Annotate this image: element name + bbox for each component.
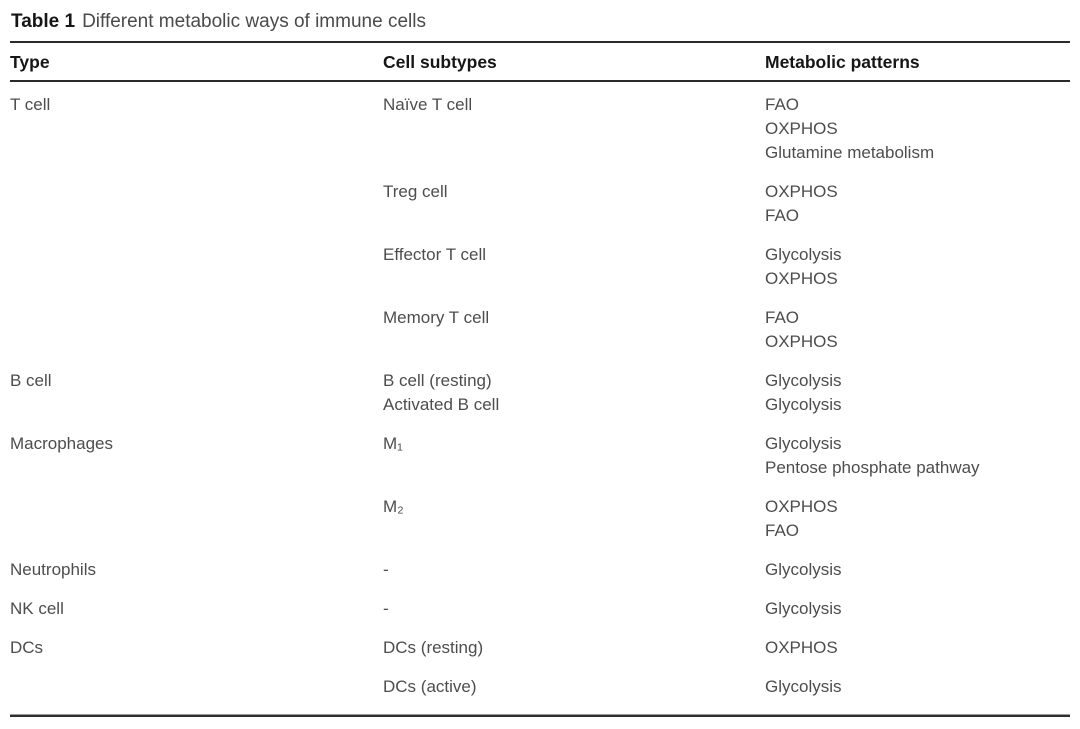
metabolic-pattern-value: FAO [765, 308, 800, 327]
metabolic-patterns-cell: Glycolysis Glycolysis [765, 369, 1070, 417]
type-cell [10, 495, 383, 543]
type-value: Macrophages [10, 434, 114, 453]
column-header-cell-subtypes: Cell subtypes [383, 52, 497, 72]
subtype-value: DCs (resting) [383, 638, 484, 657]
type-value: Neutrophils [10, 560, 96, 579]
table-row: DCs (active) Glycolysis [10, 675, 1070, 699]
metabolic-patterns-cell: FAO OXPHOS [765, 306, 1070, 354]
subtype-cell: M₁ [383, 432, 765, 480]
table-caption-text: Different metabolic ways of immune cells [82, 11, 426, 32]
subtype-cell: DCs (active) [383, 675, 765, 699]
column-header-type: Type [10, 52, 50, 72]
table-caption: Table 1 Different metabolic ways of immun… [10, 10, 1070, 34]
metabolic-pattern-value: Pentose phosphate pathway [765, 458, 980, 477]
table-row: Macrophages M₁ Glycolysis Pentose phosphate… [10, 432, 1070, 480]
metabolic-pattern-value: OXPHOS [765, 497, 838, 516]
type-cell: B cell [10, 369, 383, 417]
metabolic-pattern-value: Glycolysis [765, 677, 842, 696]
metabolic-pattern-value: Glycolysis [765, 560, 842, 579]
type-cell [10, 243, 383, 291]
metabolic-pattern-value: Glycolysis [765, 434, 842, 453]
metabolic-pattern-value: OXPHOS [765, 269, 838, 288]
table-caption-label: Table 1 [11, 11, 76, 32]
metabolic-pattern-value: FAO [765, 521, 800, 540]
subtype-value: Effector T cell [383, 245, 486, 264]
table-row: Neutrophils - Glycolysis [10, 558, 1070, 582]
metabolic-pattern-value: FAO [765, 206, 800, 225]
metabolic-patterns-cell: OXPHOS FAO [765, 180, 1070, 228]
type-cell [10, 675, 383, 699]
subtype-value: M₂ [383, 497, 404, 516]
type-value: B cell [10, 371, 52, 390]
metabolic-pattern-value: OXPHOS [765, 119, 838, 138]
top-rule [10, 41, 1070, 43]
subtype-cell: Effector T cell [383, 243, 765, 291]
subtype-cell: Memory T cell [383, 306, 765, 354]
metabolic-pattern-value: Glycolysis [765, 245, 842, 264]
subtype-cell: B cell (resting) Activated B cell [383, 369, 765, 417]
subtype-value: Naïve T cell [383, 95, 473, 114]
type-value: T cell [10, 95, 51, 114]
table-body: T cell Naïve T cell FAO OXPHOS Glutamine met… [10, 82, 1070, 699]
metabolic-patterns-cell: OXPHOS FAO [765, 495, 1070, 543]
subtype-value: Memory T cell [383, 308, 490, 327]
table-row: M₂ OXPHOS FAO [10, 495, 1070, 543]
metabolic-pattern-value: OXPHOS [765, 638, 838, 657]
table-row: NK cell - Glycolysis [10, 597, 1070, 621]
table-row: DCs DCs (resting) OXPHOS [10, 636, 1070, 660]
metabolic-patterns-cell: OXPHOS [765, 636, 1070, 660]
subtype-value: - [383, 560, 389, 579]
subtype-cell: Treg cell [383, 180, 765, 228]
subtype-cell: Naïve T cell [383, 93, 765, 165]
metabolic-patterns-cell: Glycolysis OXPHOS [765, 243, 1070, 291]
table-row: T cell Naïve T cell FAO OXPHOS Glutamine met… [10, 93, 1070, 165]
type-cell: Macrophages [10, 432, 383, 480]
metabolic-pattern-value: OXPHOS [765, 182, 838, 201]
metabolic-patterns-cell: Glycolysis [765, 597, 1070, 621]
subtype-value: M₁ [383, 434, 403, 453]
type-cell: NK cell [10, 597, 383, 621]
table-header-row: Type Cell subtypes Metabolic patterns [10, 43, 1070, 80]
subtype-cell: M₂ [383, 495, 765, 543]
subtype-value: DCs (active) [383, 677, 477, 696]
table-row: B cell B cell (resting) Activated B cell Gl… [10, 369, 1070, 417]
table-row: Memory T cell FAO OXPHOS [10, 306, 1070, 354]
type-cell: T cell [10, 93, 383, 165]
subtype-value: Activated B cell [383, 395, 500, 414]
header-rule [10, 80, 1070, 82]
subtype-value: B cell (resting) [383, 371, 492, 390]
table-row: Treg cell OXPHOS FAO [10, 180, 1070, 228]
subtype-value: Treg cell [383, 182, 448, 201]
type-cell [10, 180, 383, 228]
type-value: NK cell [10, 599, 64, 618]
subtype-cell: - [383, 558, 765, 582]
table-row: Effector T cell Glycolysis OXPHOS [10, 243, 1070, 291]
metabolic-pattern-value: OXPHOS [765, 332, 838, 351]
subtype-value: - [383, 599, 389, 618]
metabolic-pattern-value: FAO [765, 95, 800, 114]
metabolic-patterns-cell: Glycolysis [765, 558, 1070, 582]
metabolic-patterns-cell: FAO OXPHOS Glutamine metabolism [765, 93, 1070, 165]
metabolic-pattern-value: Glycolysis [765, 371, 842, 390]
subtype-cell: - [383, 597, 765, 621]
type-cell [10, 306, 383, 354]
column-header-metabolic-patterns: Metabolic patterns [765, 52, 920, 72]
bottom-rule [10, 714, 1070, 717]
metabolic-patterns-cell: Glycolysis [765, 675, 1070, 699]
metabolic-pattern-value: Glycolysis [765, 395, 842, 414]
type-cell: Neutrophils [10, 558, 383, 582]
metabolic-patterns-cell: Glycolysis Pentose phosphate pathway [765, 432, 1070, 480]
metabolic-pattern-value: Glycolysis [765, 599, 842, 618]
subtype-cell: DCs (resting) [383, 636, 765, 660]
metabolic-pattern-value: Glutamine metabolism [765, 143, 935, 162]
type-cell: DCs [10, 636, 383, 660]
type-value: DCs [10, 638, 44, 657]
